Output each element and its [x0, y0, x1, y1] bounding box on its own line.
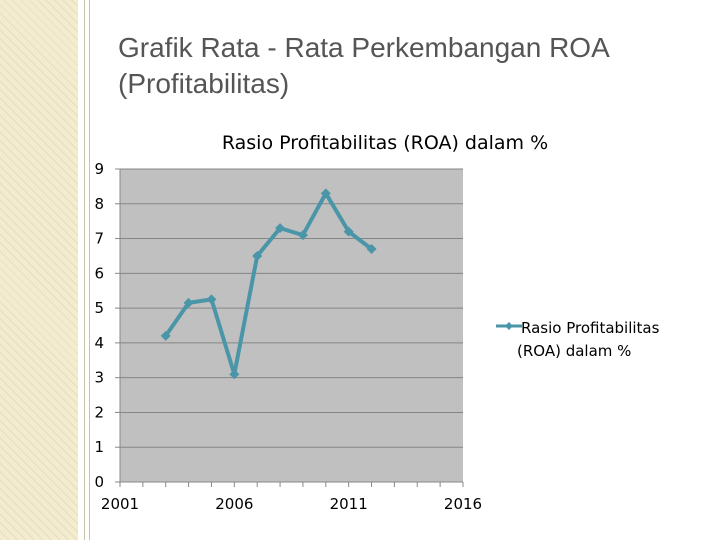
data-point [366, 243, 377, 254]
data-point [275, 223, 286, 234]
data-point [343, 226, 354, 237]
decorative-line [89, 0, 90, 540]
y-tick-label: 7 [94, 230, 104, 248]
legend-label-line-2: (ROA) dalam % [517, 342, 631, 360]
legend-label-line-1: Rasio Profitabilitas [521, 319, 660, 337]
y-tick-label: 4 [94, 334, 104, 352]
x-tick-label: 2001 [101, 495, 139, 513]
y-tick-label: 5 [94, 299, 104, 317]
slide-title: Grafik Rata - Rata Perkembangan ROA (Pro… [118, 30, 708, 102]
series-line [163, 191, 374, 377]
slide-title-line-2: (Profitabilitas) [118, 68, 290, 99]
chart-title: Rasio Profitabilitas (ROA) dalam % [222, 132, 548, 154]
data-point [297, 230, 308, 241]
decorative-side-strip [0, 0, 78, 540]
y-tick-label: 3 [94, 369, 104, 387]
x-tick-label: 2016 [444, 495, 482, 513]
y-tick-label: 8 [94, 195, 104, 213]
y-tick-label: 9 [94, 160, 104, 178]
data-point [252, 250, 263, 261]
data-point [183, 297, 194, 308]
y-tick-label: 6 [94, 264, 104, 282]
data-point [229, 369, 240, 380]
decorative-line [84, 0, 85, 540]
y-tick-label: 1 [94, 438, 104, 456]
data-point [206, 294, 217, 305]
data-point [160, 330, 171, 341]
data-point [320, 188, 331, 199]
legend-marker [505, 322, 513, 330]
x-tick-label: 2011 [330, 495, 368, 513]
y-tick-label: 0 [94, 473, 104, 491]
plot-area [120, 169, 463, 482]
slide-title-line-1: Grafik Rata - Rata Perkembangan ROA [118, 32, 610, 63]
y-tick-label: 2 [94, 403, 104, 421]
x-tick-label: 2006 [215, 495, 253, 513]
